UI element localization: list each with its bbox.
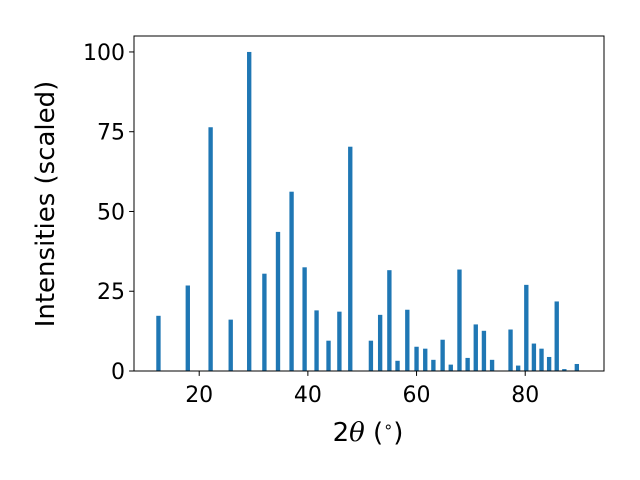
x-tick-label: 80 xyxy=(511,383,539,408)
bar xyxy=(275,231,281,371)
bar xyxy=(554,301,559,371)
bar xyxy=(405,309,410,371)
bars xyxy=(156,51,580,371)
plot-frame xyxy=(133,35,605,372)
bar xyxy=(395,360,400,371)
y-axis-label: Intensities (scaled) xyxy=(31,81,61,328)
bar xyxy=(337,311,342,371)
bar xyxy=(289,191,294,371)
bar xyxy=(302,267,307,371)
bar xyxy=(457,269,462,371)
bar xyxy=(262,273,267,371)
y-axis-ticks: 0 25 50 75 100 xyxy=(83,41,134,385)
y-tick-label: 75 xyxy=(97,121,125,146)
bar xyxy=(314,310,319,371)
x-tick-label: 60 xyxy=(403,383,431,408)
bar xyxy=(156,315,161,371)
y-tick-label: 100 xyxy=(83,41,125,66)
y-tick-label: 50 xyxy=(97,200,125,225)
bar xyxy=(377,314,383,371)
x-axis-label: 2θ (∘) xyxy=(333,417,404,448)
bar xyxy=(562,369,567,371)
x-axis-ticks: 20 40 60 80 xyxy=(185,371,539,408)
y-tick-label: 0 xyxy=(111,360,125,385)
bar xyxy=(524,284,529,371)
bar xyxy=(531,343,537,371)
bar xyxy=(228,319,233,371)
bar xyxy=(348,146,353,371)
bar xyxy=(539,348,544,371)
x-tick-label: 20 xyxy=(185,383,213,408)
bar xyxy=(465,357,470,371)
bar xyxy=(489,359,495,371)
bar xyxy=(481,330,487,371)
y-tick-label: 25 xyxy=(97,280,125,305)
bar xyxy=(414,346,419,371)
x-tick-label: 40 xyxy=(294,383,322,408)
bar xyxy=(423,348,428,371)
bar xyxy=(515,365,521,371)
bar xyxy=(387,270,392,371)
bar xyxy=(546,356,552,371)
bar xyxy=(574,363,580,371)
bar xyxy=(208,127,213,371)
bar xyxy=(431,359,436,371)
bar xyxy=(368,340,374,371)
bar xyxy=(326,340,331,371)
bar xyxy=(440,339,445,371)
bar xyxy=(448,364,453,371)
bar xyxy=(473,324,478,371)
bar xyxy=(185,285,190,371)
bar xyxy=(508,329,513,371)
bar xyxy=(247,51,252,371)
